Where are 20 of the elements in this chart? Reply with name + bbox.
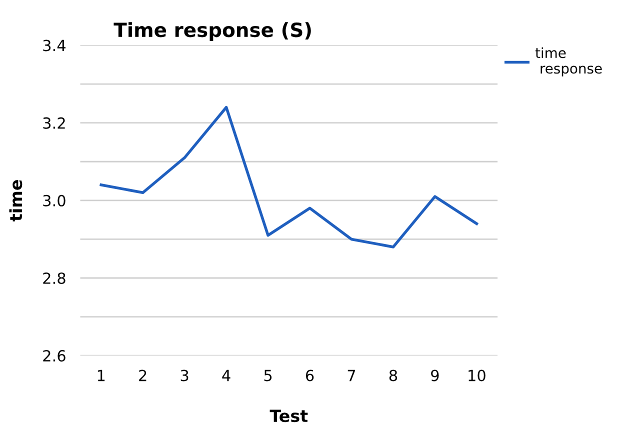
x-tick-label: 7	[348, 370, 356, 382]
chart-title: Time response (S)	[114, 22, 311, 41]
x-tick-label: 5	[264, 370, 272, 382]
x-tick-label: 4	[222, 370, 230, 382]
x-tick-label: 3	[180, 370, 188, 382]
x-tick-label: 10	[468, 370, 486, 382]
y-tick-label: 2.8	[43, 272, 66, 284]
y-axis-title: time	[9, 180, 22, 222]
x-tick-label: 8	[389, 370, 398, 382]
x-axis-title: Test	[270, 410, 308, 422]
x-tick-label: 1	[98, 370, 105, 382]
x-tick-label: 2	[139, 370, 146, 382]
y-tick-label: 3.4	[43, 40, 66, 52]
text: 3.0	[43, 194, 66, 206]
legend-label: time response	[535, 47, 602, 76]
y-tick-label: 2.6	[43, 350, 66, 362]
x-tick-label: 6	[306, 370, 314, 382]
y-tick-label: 3.2	[43, 117, 65, 129]
x-tick-label: 9	[431, 370, 439, 382]
line-series	[100, 106, 478, 248]
